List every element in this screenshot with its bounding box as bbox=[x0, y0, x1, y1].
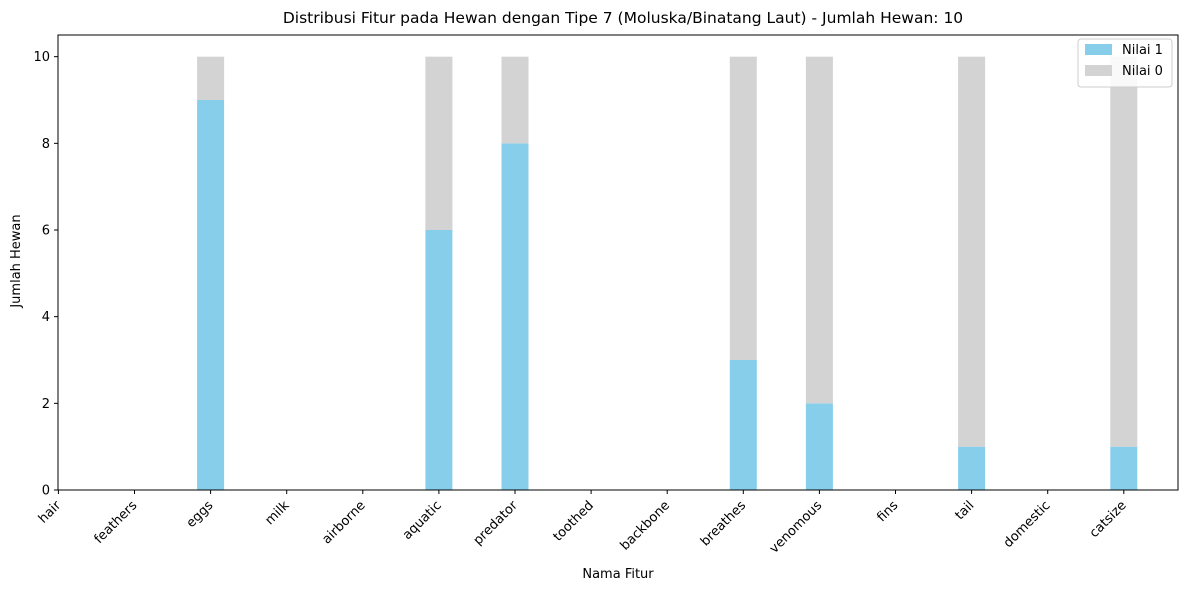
legend-swatch-0 bbox=[1085, 44, 1112, 55]
bar-nilai1-breathes bbox=[729, 360, 757, 490]
x-axis-label: Nama Fitur bbox=[582, 567, 654, 582]
bar-nilai0-aquatic bbox=[425, 56, 453, 230]
x-tick-label-catsize: catsize bbox=[1087, 498, 1130, 541]
y-axis-label: Jumlah Hewan bbox=[9, 214, 24, 308]
x-tick-label-fins: fins bbox=[874, 498, 901, 525]
legend-label-1: Nilai 0 bbox=[1122, 64, 1163, 79]
x-tick-label-predator: predator bbox=[471, 498, 522, 549]
x-tick-label-breathes: breathes bbox=[698, 498, 749, 549]
bar-nilai0-predator bbox=[501, 56, 529, 144]
bar-nilai0-venomous bbox=[805, 56, 833, 404]
bar-nilai1-catsize bbox=[1110, 446, 1138, 490]
x-tick-label-domestic: domestic bbox=[1001, 498, 1054, 551]
bar-nilai0-catsize bbox=[1110, 56, 1138, 447]
x-tick-label-venomous: venomous bbox=[767, 498, 826, 557]
y-tick-label: 6 bbox=[42, 224, 50, 239]
bar-nilai1-tail bbox=[958, 446, 986, 490]
bar-nilai1-venomous bbox=[805, 403, 833, 490]
chart-title: Distribusi Fitur pada Hewan dengan Tipe … bbox=[283, 9, 963, 27]
legend-swatch-1 bbox=[1085, 65, 1112, 76]
bar-nilai1-eggs bbox=[197, 100, 225, 490]
x-tick-label-milk: milk bbox=[263, 498, 293, 528]
y-tick-label: 0 bbox=[42, 484, 50, 499]
plot-frame bbox=[57, 34, 1179, 491]
x-tick-label-toothed: toothed bbox=[551, 498, 597, 544]
bar-nilai0-breathes bbox=[729, 56, 757, 361]
legend-label-0: Nilai 1 bbox=[1122, 43, 1163, 58]
y-tick-label: 10 bbox=[33, 50, 50, 65]
x-tick-label-backbone: backbone bbox=[618, 498, 673, 553]
y-tick-label: 8 bbox=[42, 137, 50, 152]
bar-nilai1-aquatic bbox=[425, 230, 453, 490]
x-tick-label-tail: tail bbox=[952, 498, 977, 523]
x-tick-label-feathers: feathers bbox=[92, 498, 141, 547]
x-tick-label-airborne: airborne bbox=[319, 498, 368, 547]
bar-nilai0-tail bbox=[958, 56, 986, 447]
y-tick-label: 4 bbox=[42, 310, 50, 325]
x-tick-label-aquatic: aquatic bbox=[400, 498, 445, 543]
bar-nilai1-predator bbox=[501, 143, 529, 491]
bars-layer bbox=[197, 56, 1138, 491]
bar-nilai0-eggs bbox=[197, 56, 225, 100]
legend: Nilai 1 Nilai 0 bbox=[1077, 38, 1173, 88]
x-tick-label-eggs: eggs bbox=[184, 498, 217, 531]
x-tick-label-hair: hair bbox=[36, 498, 65, 527]
y-tick-label: 2 bbox=[42, 397, 50, 412]
